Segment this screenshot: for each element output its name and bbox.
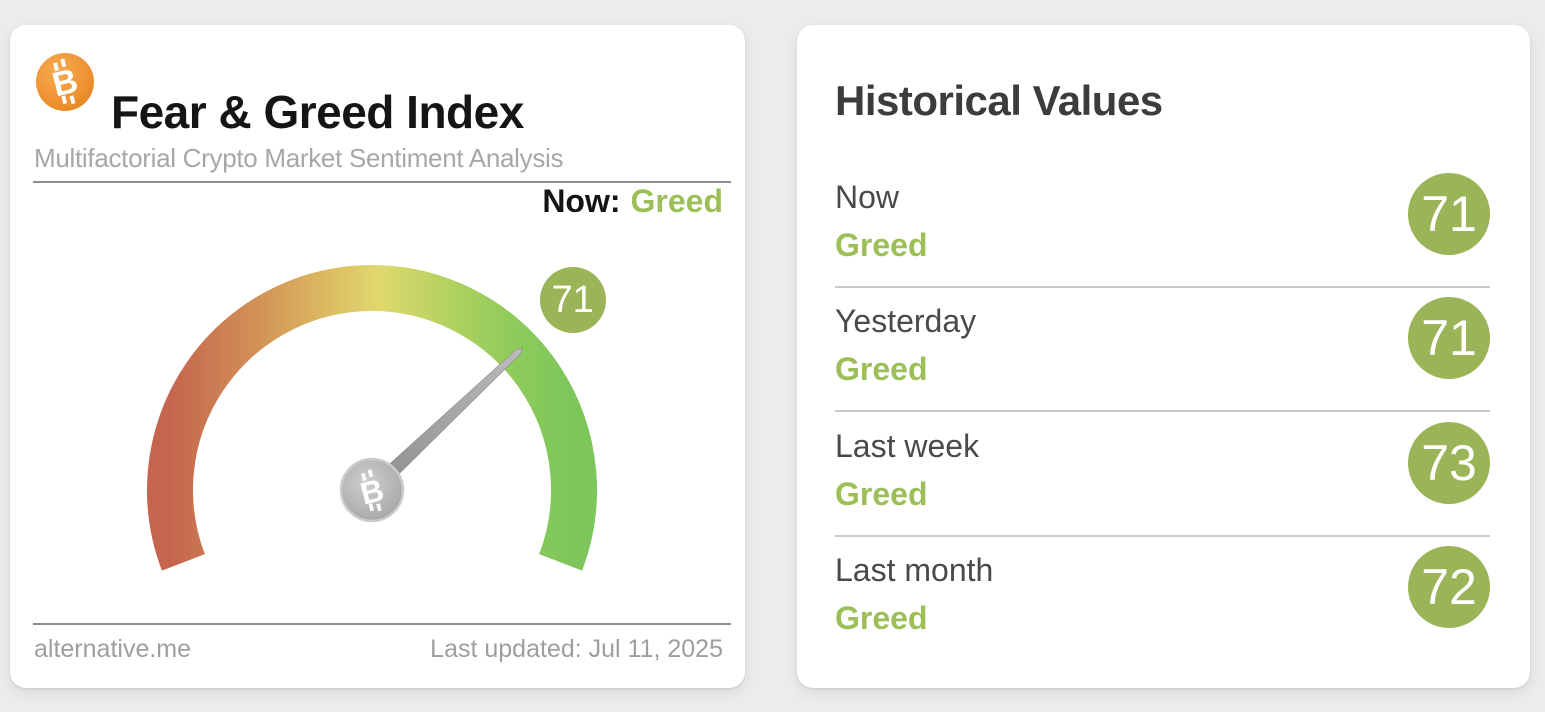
- history-value-badge: 71: [1408, 173, 1490, 255]
- row-divider: [835, 286, 1490, 288]
- history-period: Yesterday: [835, 303, 977, 339]
- history-value-badge: 71: [1408, 297, 1490, 379]
- history-value-badge: 73: [1408, 422, 1490, 504]
- history-row-now: Now Greed 71: [797, 173, 1530, 297]
- fear-greed-card: B Fear & Greed Index Multifactorial Cryp…: [10, 25, 745, 688]
- page-subtitle: Multifactorial Crypto Market Sentiment A…: [34, 143, 564, 173]
- history-period: Last week: [835, 428, 980, 464]
- footer-divider: [33, 623, 731, 625]
- header-divider: [33, 181, 731, 183]
- history-classification: Greed: [835, 600, 928, 636]
- history-classification: Greed: [835, 227, 928, 263]
- history-value-badge: 72: [1408, 546, 1490, 628]
- history-row-yesterday: Yesterday Greed 71: [797, 297, 1530, 421]
- gauge-chart: [147, 265, 597, 571]
- last-updated-text: Last updated: Jul 11, 2025: [430, 635, 723, 663]
- historical-values-card: Historical Values Now Greed 71 Yesterday…: [797, 25, 1530, 688]
- source-link[interactable]: alternative.me: [34, 635, 192, 663]
- history-period: Now: [835, 179, 900, 215]
- history-classification: Greed: [835, 351, 928, 387]
- page-title: Fear & Greed Index: [111, 86, 524, 138]
- bitcoin-icon: B: [36, 53, 94, 111]
- now-sentiment-value: Greed: [630, 183, 723, 219]
- history-period: Last month: [835, 552, 994, 588]
- row-divider: [835, 410, 1490, 412]
- history-row-last-week: Last week Greed 73: [797, 422, 1530, 546]
- gauge-value-badge: 71: [539, 267, 606, 334]
- historical-values-title: Historical Values: [835, 77, 1163, 124]
- now-label: Now:: [542, 183, 621, 219]
- row-divider: [835, 535, 1490, 537]
- current-sentiment: Now: Greed: [542, 183, 723, 220]
- gauge-arc: [147, 265, 597, 571]
- history-classification: Greed: [835, 476, 928, 512]
- history-row-last-month: Last month Greed 72: [797, 546, 1530, 670]
